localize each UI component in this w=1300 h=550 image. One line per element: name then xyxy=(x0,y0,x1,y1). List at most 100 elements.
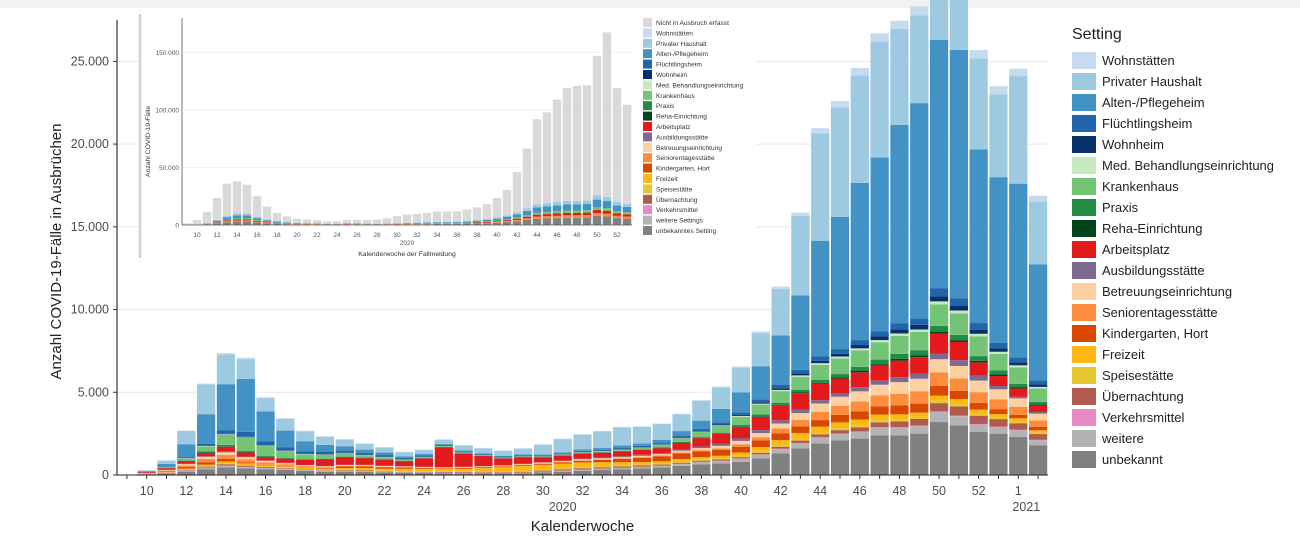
bar-segment xyxy=(375,452,394,456)
bar-segment xyxy=(771,391,790,403)
bar-segment xyxy=(1009,414,1028,419)
bar-segment xyxy=(811,420,830,427)
inset-bar-segment xyxy=(552,99,562,202)
bar-segment xyxy=(949,425,968,475)
bar-segment xyxy=(1028,445,1048,475)
bar-segment xyxy=(969,423,988,425)
bar-segment xyxy=(890,29,909,125)
inset-legend-swatch xyxy=(643,194,652,204)
inset-bar-segment xyxy=(602,210,612,214)
inset-bar-segment xyxy=(242,220,252,222)
legend-label: Freizeit xyxy=(1102,347,1145,362)
inset-bar-segment xyxy=(532,207,542,213)
bar-segment xyxy=(890,435,909,475)
bar-segment xyxy=(553,463,572,469)
bar-segment xyxy=(395,461,414,467)
bar-segment xyxy=(157,471,176,473)
bar-segment xyxy=(613,469,632,475)
bar-segment xyxy=(315,436,335,445)
bar-stack-week-23 xyxy=(395,451,414,475)
bar-segment xyxy=(890,124,909,324)
bar-segment xyxy=(137,473,156,474)
bar-segment xyxy=(771,433,790,441)
inset-legend-label: Freizeit xyxy=(656,176,678,183)
bar-segment xyxy=(197,465,216,467)
legend-swatch xyxy=(1072,346,1096,363)
bar-segment xyxy=(236,459,255,463)
bar-segment xyxy=(375,459,394,466)
bar-segment xyxy=(216,464,236,466)
bar-segment xyxy=(949,0,968,50)
legend-label: Betreuungseinrichtung xyxy=(1102,284,1233,299)
inset-bar-segment xyxy=(572,215,582,218)
bar-segment xyxy=(751,366,770,400)
bar-segment xyxy=(712,458,731,460)
bar-segment xyxy=(672,450,691,453)
bar-segment xyxy=(1009,418,1028,422)
bar-segment xyxy=(771,446,790,449)
bar-segment xyxy=(276,463,295,465)
inset-legend-swatch xyxy=(643,28,652,38)
bar-segment xyxy=(989,417,1008,420)
bar-stack-week-15 xyxy=(236,357,255,475)
bar-stack-week-13 xyxy=(197,383,216,475)
x-tick-label: 38 xyxy=(694,484,708,498)
bar-segment xyxy=(672,442,691,450)
bar-segment xyxy=(811,356,830,361)
bar-segment xyxy=(890,329,909,334)
bar-stack-week-47 xyxy=(870,33,889,475)
bar-segment xyxy=(613,466,632,468)
inset-x-tick-label: 14 xyxy=(233,232,241,239)
inset-legend-swatch xyxy=(643,142,652,152)
bar-segment xyxy=(692,457,711,460)
bar-segment xyxy=(791,432,810,439)
bar-segment xyxy=(613,449,632,451)
bar-segment xyxy=(949,415,968,417)
bar-segment xyxy=(177,458,196,461)
bar-segment xyxy=(751,399,770,403)
inset-bar-week-29 xyxy=(382,218,392,225)
inset-bar-week-36 xyxy=(452,211,462,225)
inset-bar-segment xyxy=(452,211,462,222)
bar-segment xyxy=(850,372,869,388)
bar-segment xyxy=(890,323,909,330)
bar-segment xyxy=(850,391,869,402)
bar-segment xyxy=(771,286,790,290)
bar-stack-week-10 xyxy=(137,470,156,475)
bar-segment xyxy=(672,462,691,464)
bar-segment xyxy=(830,428,850,431)
bar-segment xyxy=(256,397,275,399)
inset-bar-segment xyxy=(572,217,582,225)
bar-segment xyxy=(929,412,949,423)
bar-stack-week-18 xyxy=(296,430,315,475)
bar-segment xyxy=(929,359,949,373)
bar-segment xyxy=(811,382,830,384)
inset-bar-segment xyxy=(412,213,422,223)
inset-bar-segment xyxy=(252,196,262,217)
bar-segment xyxy=(573,453,592,459)
bar-segment xyxy=(910,416,929,419)
bar-segment xyxy=(929,395,949,401)
bar-segment xyxy=(672,414,691,432)
bar-segment xyxy=(811,411,830,421)
bar-segment xyxy=(1028,420,1048,427)
inset-legend-label: Seniorentagesstätte xyxy=(656,155,715,162)
inset-bar-segment xyxy=(532,119,542,205)
bar-segment xyxy=(494,458,513,466)
bar-segment xyxy=(315,444,335,452)
bar-segment xyxy=(969,424,988,432)
bar-segment xyxy=(692,399,711,401)
bar-segment xyxy=(454,445,473,451)
inset-bar-segment xyxy=(562,210,572,213)
bar-segment xyxy=(1028,432,1048,435)
bar-segment xyxy=(494,473,513,475)
legend-swatch xyxy=(1072,430,1096,447)
bar-segment xyxy=(414,457,434,459)
bar-segment xyxy=(414,458,434,467)
bar-segment xyxy=(1009,387,1028,389)
inset-bar-segment xyxy=(532,218,542,225)
bar-segment xyxy=(1009,430,1028,437)
bar-segment xyxy=(870,33,889,42)
bar-segment xyxy=(712,463,731,475)
bar-segment xyxy=(751,403,770,405)
